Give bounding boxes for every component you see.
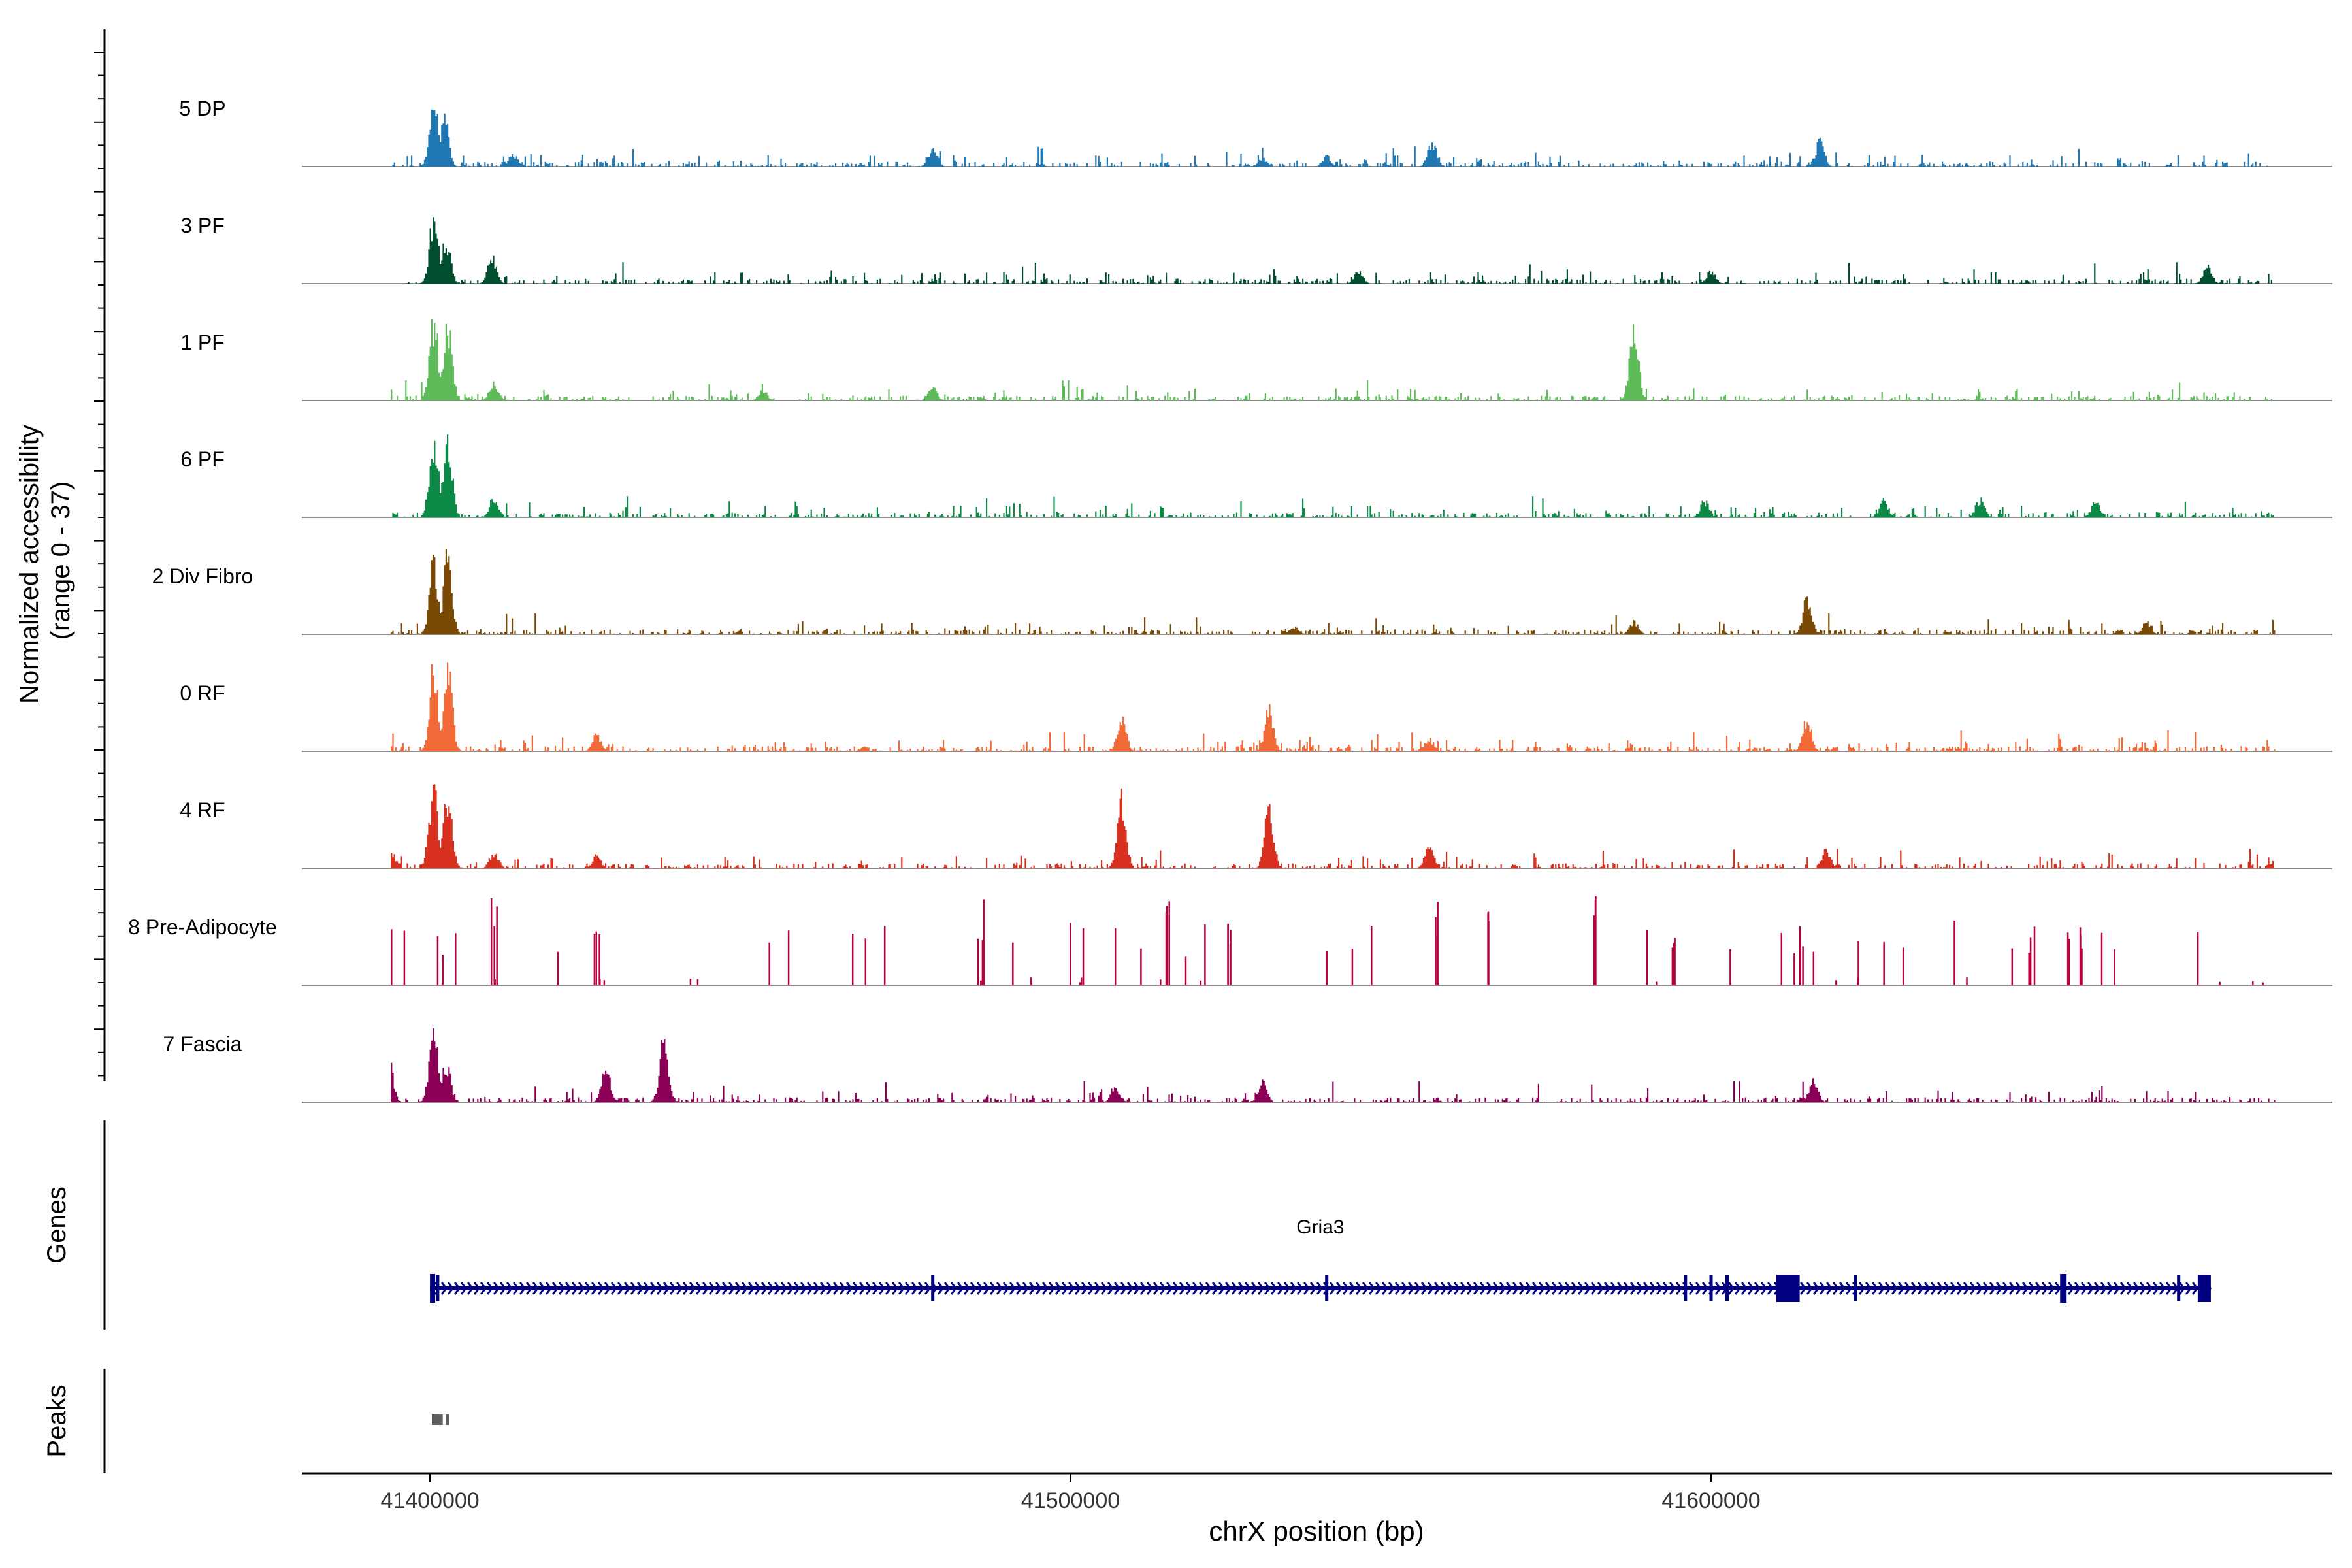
gene-exon [2177, 1275, 2181, 1301]
track-label: 5 DP [179, 97, 225, 120]
track-0: 5 DP [179, 97, 2332, 167]
coverage-signal [391, 1028, 2276, 1102]
coverage-signal [391, 549, 2276, 634]
gene-exon [1725, 1275, 1729, 1301]
track-1: 3 PF [180, 214, 2332, 284]
x-tick-label: 41600000 [1661, 1488, 1760, 1513]
track-label: 1 PF [180, 331, 225, 354]
coverage-tracks: 5 DP 3 PF 1 PF 6 PF 2 Div Fibro 0 RF 4 RF 8 Pre… [128, 97, 2332, 1103]
y-axis-ticks [94, 52, 105, 1077]
track-3: 6 PF [180, 434, 2332, 518]
peak-region [432, 1414, 443, 1425]
gene-exon [2060, 1274, 2067, 1303]
coverage-signal [391, 896, 2264, 985]
x-tick-label: 41500000 [1021, 1488, 1120, 1513]
coverage-signal [391, 662, 2276, 751]
peak-regions [432, 1414, 449, 1425]
coverage-signal [406, 217, 2272, 284]
genes-panel-label: Genes [42, 1186, 71, 1264]
gene-exon [1854, 1275, 1857, 1301]
gene-exon [1776, 1275, 1800, 1302]
x-axis-ticks: 41400000 41500000 41600000 [380, 1473, 1761, 1513]
track-label: 0 RF [180, 681, 225, 705]
track-label: 3 PF [180, 214, 225, 237]
gene-exon [1325, 1275, 1329, 1301]
track-2: 1 PF [180, 319, 2332, 401]
track-label: 7 Fascia [163, 1032, 242, 1056]
gene-exon [2197, 1275, 2211, 1302]
gene-model [430, 1274, 2212, 1303]
x-axis-label: chrX position (bp) [1209, 1516, 1424, 1546]
strand-chevrons [434, 1282, 2212, 1295]
gene-exon [931, 1275, 935, 1301]
track-5: 0 RF [180, 662, 2332, 752]
track-4: 2 Div Fibro [152, 549, 2332, 635]
gene-exon [430, 1274, 436, 1303]
peaks-panel-label: Peaks [42, 1384, 71, 1457]
coverage-signal [391, 784, 2274, 868]
gene-exon [1684, 1275, 1688, 1301]
gene-exon [1709, 1275, 1713, 1301]
track-label: 4 RF [180, 798, 225, 822]
track-7: 8 Pre-Adipocyte [128, 896, 2332, 986]
track-label: 2 Div Fibro [152, 564, 253, 588]
coverage-signal [391, 319, 2276, 400]
track-label: 8 Pre-Adipocyte [128, 915, 277, 939]
peak-region [446, 1414, 449, 1425]
track-6: 4 RF [180, 784, 2332, 869]
coverage-signal [392, 109, 2268, 167]
track-label: 6 PF [180, 448, 225, 471]
gene-name-label: Gria3 [1296, 1217, 1344, 1238]
coverage-signal [392, 434, 2274, 517]
y-axis-label: Normalized accessibility (range 0 - 37) [15, 417, 75, 704]
track-8: 7 Fascia [163, 1028, 2332, 1103]
gene-exon [436, 1275, 440, 1301]
x-tick-label: 41400000 [380, 1488, 479, 1513]
